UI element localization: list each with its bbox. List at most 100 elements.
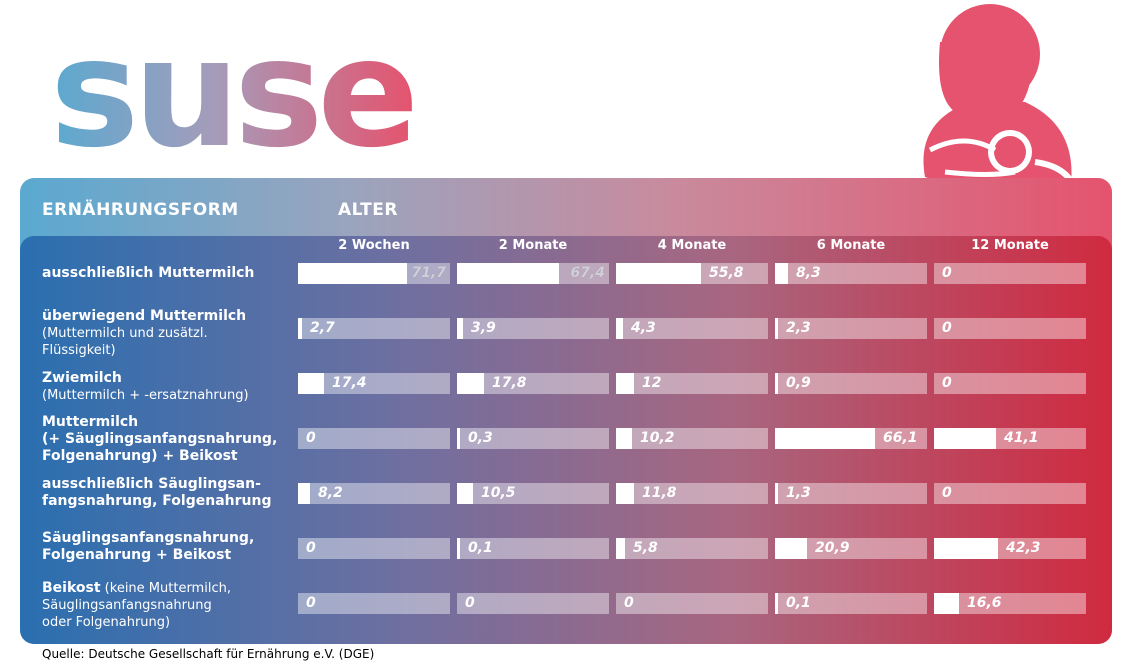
value-label: 16,6 (967, 595, 1002, 611)
row-label: ausschließlich Säuglingsan-fangsnahrung,… (42, 476, 272, 509)
value-label: 0 (624, 595, 634, 611)
value-bar (934, 428, 996, 449)
value-label: 10,5 (481, 485, 516, 501)
table-cell: 71,7 (298, 263, 450, 284)
value-bar (616, 428, 632, 449)
table-cell: 2,3 (775, 318, 927, 339)
value-label: 2,3 (786, 320, 811, 336)
value-bar (775, 318, 778, 339)
table-cell: 1,3 (775, 483, 927, 504)
table-cell: 66,1 (775, 428, 927, 449)
value-label: 20,9 (815, 540, 850, 556)
table-body-panel (20, 236, 1112, 644)
value-label: 17,8 (492, 375, 527, 391)
value-label: 0 (306, 540, 316, 556)
value-bar (775, 483, 778, 504)
value-bar (457, 263, 559, 284)
column-header: 2 Monate (498, 238, 568, 253)
value-label: 1,3 (786, 485, 811, 501)
row-label: Muttermilch (+ Säuglingsanfangsnahrung, Fo… (42, 414, 278, 464)
value-label: 8,2 (318, 485, 343, 501)
value-bar (616, 538, 625, 559)
value-label: 8,3 (796, 265, 821, 281)
value-bar (616, 373, 634, 394)
table-cell: 0,1 (775, 593, 927, 614)
value-bar (775, 428, 875, 449)
table-cell: 0 (934, 373, 1086, 394)
table-cell: 0,9 (775, 373, 927, 394)
table-cell: 55,8 (616, 263, 768, 284)
value-label: 67,4 (570, 265, 605, 281)
value-label: 0,9 (786, 375, 811, 391)
logo-text: suse (50, 7, 413, 170)
table-cell: 0 (934, 263, 1086, 284)
table-cell: 8,3 (775, 263, 927, 284)
source-note: Quelle: Deutsche Gesellschaft für Ernähr… (42, 647, 375, 661)
value-label: 10,2 (640, 430, 675, 446)
value-label: 11,8 (642, 485, 677, 501)
value-label: 55,8 (709, 265, 744, 281)
table-cell: 5,8 (616, 538, 768, 559)
table-cell: 12 (616, 373, 768, 394)
value-bar (616, 263, 701, 284)
value-bar (775, 373, 778, 394)
table-cell: 11,8 (616, 483, 768, 504)
header-alter: ALTER (338, 200, 398, 220)
table-cell: 2,7 (298, 318, 450, 339)
value-bar (457, 538, 460, 559)
value-bar (934, 538, 998, 559)
table-cell: 0,3 (457, 428, 609, 449)
value-label: 4,3 (631, 320, 656, 336)
value-label: 0 (306, 430, 316, 446)
value-bar (457, 318, 463, 339)
value-bar (298, 263, 407, 284)
table-cell: 17,4 (298, 373, 450, 394)
table-cell: 0 (616, 593, 768, 614)
header-ernaehrungsform: ERNÄHRUNGSFORM (42, 200, 239, 220)
table-cell: 0 (934, 318, 1086, 339)
table-cell: 0 (457, 593, 609, 614)
value-bar (934, 593, 959, 614)
table-cell: 17,8 (457, 373, 609, 394)
row-label: Zwiemilch (Muttermilch + -ersatznahrung) (42, 370, 249, 403)
table-cell: 0 (298, 538, 450, 559)
value-label: 2,7 (310, 320, 335, 336)
value-label: 0 (942, 375, 952, 391)
value-bar (457, 428, 460, 449)
value-label: 0 (465, 595, 475, 611)
table-cell: 10,2 (616, 428, 768, 449)
value-bar (616, 318, 623, 339)
row-label: überwiegend Muttermilch (Muttermilch und … (42, 308, 247, 358)
suse-logo: suse (50, 7, 419, 170)
value-bar (298, 483, 310, 504)
table-cell: 0 (298, 428, 450, 449)
value-bar (775, 593, 778, 614)
column-header: 2 Wochen (338, 238, 410, 253)
value-bar (775, 538, 807, 559)
table-cell: 10,5 (457, 483, 609, 504)
value-label: 0 (942, 320, 952, 336)
value-label: 42,3 (1006, 540, 1041, 556)
table-cell: 67,4 (457, 263, 609, 284)
table-cell: 0,1 (457, 538, 609, 559)
row-label: ausschließlich Muttermilch (42, 265, 255, 281)
value-label: 71,7 (411, 265, 446, 281)
column-header: 12 Monate (971, 238, 1049, 253)
column-header: 6 Monate (816, 238, 886, 253)
value-label: 0 (942, 485, 952, 501)
table-cell: 0 (298, 593, 450, 614)
value-label: 0 (306, 595, 316, 611)
table-cell: 3,9 (457, 318, 609, 339)
value-label: 17,4 (332, 375, 367, 391)
value-label: 0,3 (468, 430, 493, 446)
table-cell: 4,3 (616, 318, 768, 339)
value-bar (298, 373, 324, 394)
table-cell: 20,9 (775, 538, 927, 559)
value-label: 66,1 (883, 430, 918, 446)
value-bar (457, 483, 473, 504)
value-label: 3,9 (471, 320, 496, 336)
value-label: 12 (642, 375, 662, 391)
value-label: 0,1 (786, 595, 811, 611)
table-cell: 16,6 (934, 593, 1086, 614)
value-label: 0 (942, 265, 952, 281)
